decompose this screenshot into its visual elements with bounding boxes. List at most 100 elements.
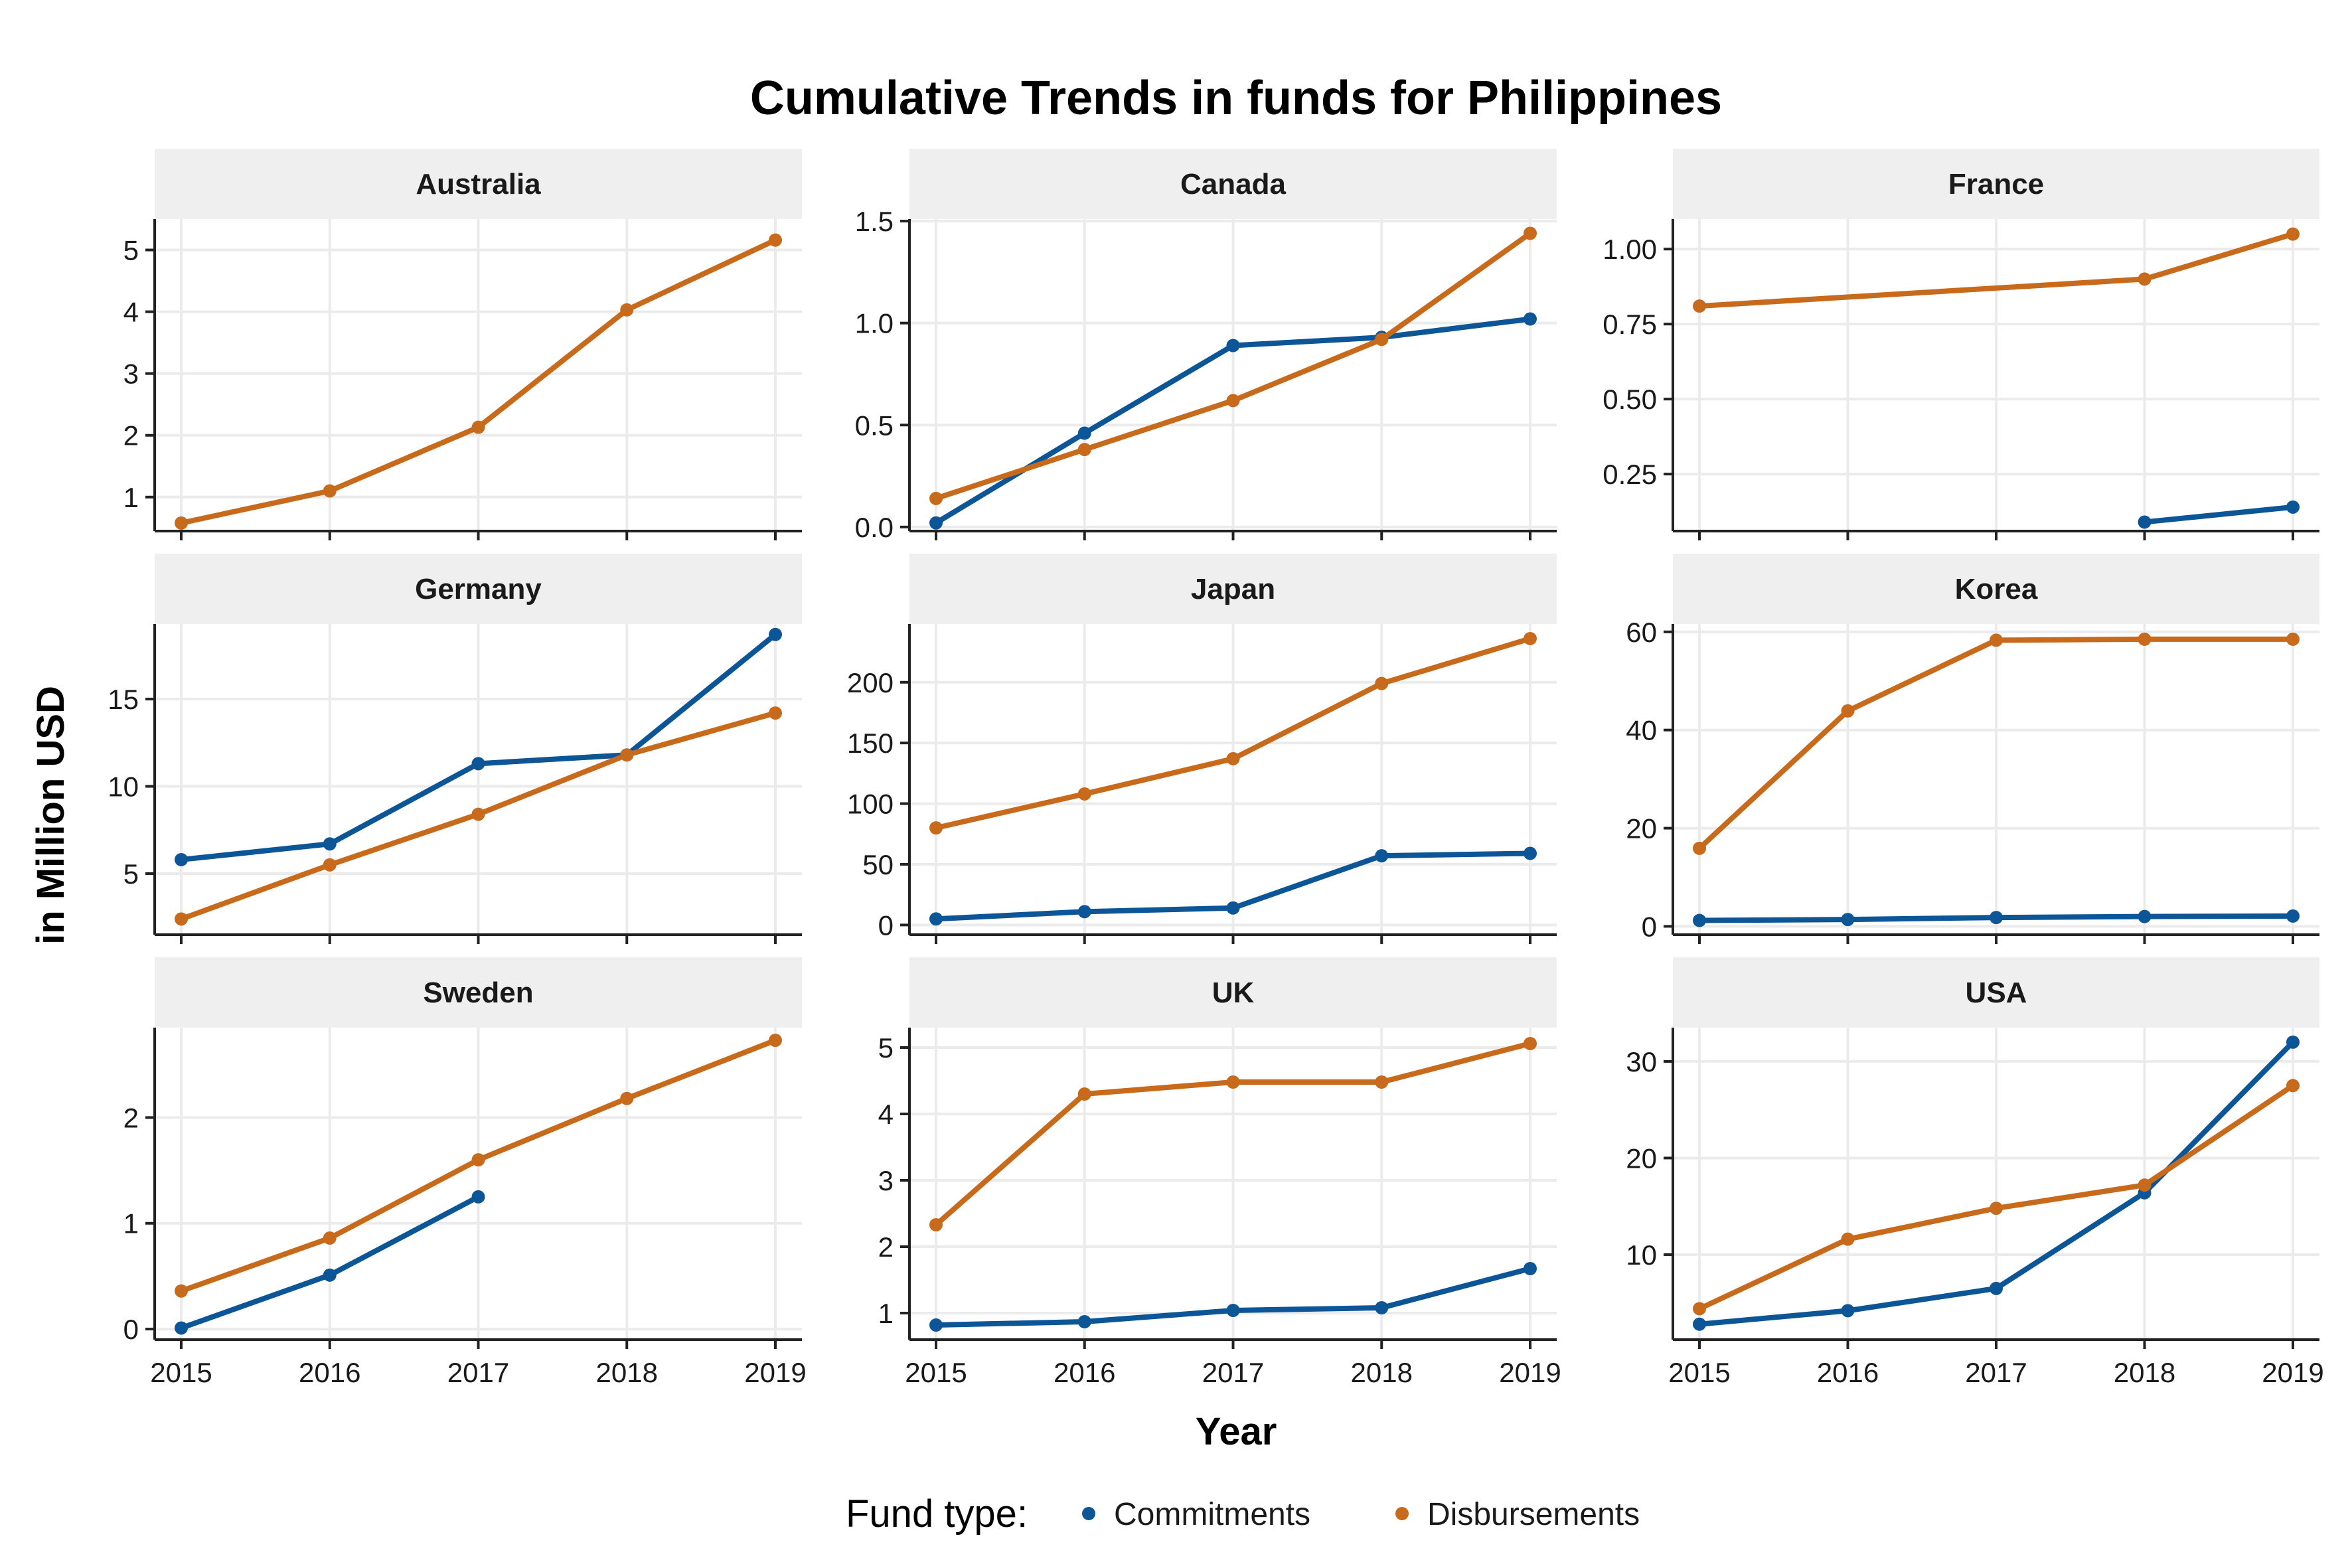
data-point-commitments xyxy=(1990,911,2003,925)
x-tick-label: 2018 xyxy=(1351,1357,1413,1388)
data-point-commitments xyxy=(2138,515,2152,529)
y-tick-label: 3 xyxy=(123,358,139,390)
legend-key xyxy=(1395,1507,1409,1520)
data-point-commitments xyxy=(929,516,943,530)
facet-panels: Australia 1 2 3 4 5 Canada 0.0 0.5 1.0 1.5 France 0.… xyxy=(108,149,2324,1388)
data-point-commitments xyxy=(1693,1317,1706,1331)
x-tick-label: 2015 xyxy=(150,1357,212,1388)
data-point-disbursements xyxy=(769,1034,782,1048)
y-tick-label: 1 xyxy=(123,1208,139,1239)
data-point-disbursements xyxy=(1693,299,1706,313)
data-point-commitments xyxy=(929,1318,943,1332)
x-tick-label: 2016 xyxy=(299,1357,360,1388)
y-tick-label: 0.5 xyxy=(855,410,894,441)
data-point-disbursements xyxy=(323,858,337,872)
panel-australia: Australia 1 2 3 4 5 xyxy=(123,149,802,540)
series-line-commitments xyxy=(2142,504,2296,525)
data-point-disbursements xyxy=(1524,631,1537,645)
data-point-disbursements xyxy=(1077,1087,1091,1101)
facet-label: France xyxy=(1948,168,2044,200)
data-point-disbursements xyxy=(929,821,943,835)
data-point-disbursements xyxy=(929,1218,943,1231)
facet-strip xyxy=(155,957,802,1028)
x-tick-label: 2019 xyxy=(744,1357,806,1388)
data-point-disbursements xyxy=(323,484,337,498)
data-point-commitments xyxy=(1077,426,1091,440)
data-point-disbursements xyxy=(175,1284,188,1298)
panel-japan: Japan 0 50 100 150 200 xyxy=(847,554,1557,944)
data-point-disbursements xyxy=(620,1091,634,1105)
y-tick-label: 0.25 xyxy=(1603,459,1657,490)
chart-title: Cumulative Trends in funds for Philippin… xyxy=(750,72,1722,125)
data-point-commitments xyxy=(1524,846,1537,860)
data-point-commitments xyxy=(1524,312,1537,326)
y-tick-label: 2 xyxy=(878,1231,894,1263)
y-tick-label: 30 xyxy=(1626,1046,1657,1077)
y-tick-label: 3 xyxy=(878,1165,894,1196)
data-point-commitments xyxy=(2286,500,2300,514)
data-point-commitments xyxy=(1841,1304,1855,1318)
data-point-disbursements xyxy=(1226,751,1240,765)
data-point-disbursements xyxy=(1375,333,1389,347)
data-point-commitments xyxy=(2286,909,2300,923)
data-point-commitments xyxy=(1524,1262,1537,1275)
data-point-disbursements xyxy=(2286,632,2300,646)
panel-korea: Korea 0 20 40 60 xyxy=(1626,554,2319,944)
panel-sweden: Sweden 0 1 2 2015 2016 2017 2018 2019 xyxy=(123,957,807,1388)
facet-strip xyxy=(1673,149,2319,219)
data-point-commitments xyxy=(1226,339,1240,353)
panel-uk: UK 1 2 3 4 5 2015 2016 2017 2018 2019 xyxy=(878,957,1561,1388)
data-point-disbursements xyxy=(175,912,188,926)
y-tick-label: 0 xyxy=(123,1314,139,1345)
data-point-commitments xyxy=(323,1268,337,1282)
data-point-disbursements xyxy=(323,1231,337,1245)
y-tick-label: 100 xyxy=(847,789,894,820)
data-point-commitments xyxy=(1226,1304,1240,1317)
data-point-commitments xyxy=(471,1190,485,1204)
data-point-disbursements xyxy=(1524,226,1537,240)
x-tick-label: 2017 xyxy=(447,1357,509,1388)
data-point-disbursements xyxy=(471,1153,485,1167)
facet-label: Korea xyxy=(1955,573,2038,605)
x-tick-label: 2018 xyxy=(596,1357,658,1388)
facet-strip xyxy=(1673,957,2319,1028)
data-point-commitments xyxy=(1693,913,1706,927)
data-point-disbursements xyxy=(929,491,943,505)
legend-label: Disbursements xyxy=(1427,1497,1640,1532)
y-tick-label: 2 xyxy=(123,420,139,451)
data-point-disbursements xyxy=(471,807,485,821)
facet-label: Japan xyxy=(1191,573,1275,605)
data-point-disbursements xyxy=(1990,1202,2003,1215)
data-point-disbursements xyxy=(2286,227,2300,241)
data-point-commitments xyxy=(1077,905,1091,919)
panel-usa: USA 10 20 30 2015 2016 2017 2018 2019 xyxy=(1626,957,2324,1388)
x-tick-label: 2016 xyxy=(1054,1357,1115,1388)
data-point-disbursements xyxy=(2138,632,2152,646)
facet-label: Sweden xyxy=(423,977,533,1009)
data-point-disbursements xyxy=(1990,633,2003,647)
y-tick-label: 200 xyxy=(847,667,894,698)
y-tick-label: 10 xyxy=(1626,1239,1657,1271)
legend-key xyxy=(1082,1507,1095,1520)
panel-germany: Germany 5 10 15 xyxy=(108,554,802,944)
data-point-disbursements xyxy=(2138,272,2152,286)
data-point-commitments xyxy=(323,837,337,851)
data-point-disbursements xyxy=(175,516,188,530)
data-point-disbursements xyxy=(1524,1037,1537,1050)
legend-label: Commitments xyxy=(1114,1497,1310,1532)
panel-canada: Canada 0.0 0.5 1.0 1.5 xyxy=(855,149,1557,543)
data-point-disbursements xyxy=(471,420,485,434)
y-tick-label: 60 xyxy=(1626,617,1657,648)
data-point-disbursements xyxy=(769,706,782,720)
data-point-disbursements xyxy=(1841,704,1855,718)
y-axis-title: in Million USD xyxy=(29,686,72,945)
legend: Fund type: Commitments Disbursements xyxy=(846,1492,1640,1535)
data-point-disbursements xyxy=(1226,1075,1240,1089)
data-point-disbursements xyxy=(2286,1079,2300,1093)
data-point-commitments xyxy=(2138,909,2152,923)
facet-strip xyxy=(909,957,1557,1028)
facet-label: Canada xyxy=(1180,168,1286,200)
y-tick-label: 40 xyxy=(1626,715,1657,746)
facet-strip xyxy=(155,554,802,624)
facet-strip xyxy=(155,149,802,219)
